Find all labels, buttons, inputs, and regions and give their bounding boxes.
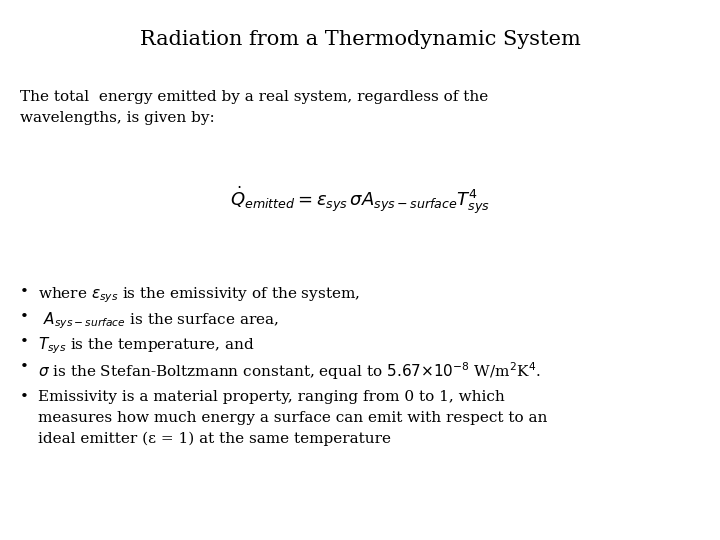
Text: •: • [20,285,29,299]
Text: •: • [20,335,29,349]
Text: The total  energy emitted by a real system, regardless of the
wavelengths, is gi: The total energy emitted by a real syste… [20,90,488,125]
Text: $\sigma$ is the Stefan-Boltzmann constant, equal to $5.67{\times}10^{-8}$ W/m$^2: $\sigma$ is the Stefan-Boltzmann constan… [38,360,541,382]
Text: •: • [20,390,29,404]
Text: $T_{sys}$ is the temperature, and: $T_{sys}$ is the temperature, and [38,335,254,356]
Text: •: • [20,310,29,324]
Text: •: • [20,360,29,374]
Text: $A_{sys-surface}$ is the surface area,: $A_{sys-surface}$ is the surface area, [43,310,279,330]
Text: Emissivity is a material property, ranging from 0 to 1, which
measures how much : Emissivity is a material property, rangi… [38,390,547,446]
Text: where $\varepsilon_{sys}$ is the emissivity of the system,: where $\varepsilon_{sys}$ is the emissiv… [38,285,360,305]
Text: Radiation from a Thermodynamic System: Radiation from a Thermodynamic System [140,30,580,49]
Text: $\dot{Q}_{emitted} = \varepsilon_{sys}\, \sigma A_{sys-surface} T_{sys}^4$: $\dot{Q}_{emitted} = \varepsilon_{sys}\,… [230,185,490,217]
